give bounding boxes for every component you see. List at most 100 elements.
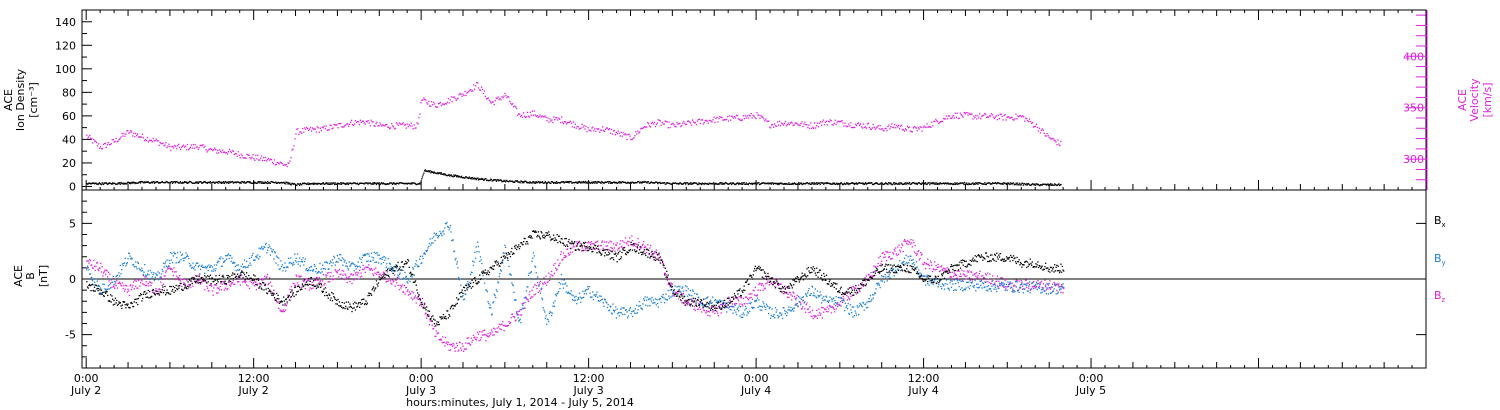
data-point [248,287,251,290]
data-point [550,120,552,122]
data-point [394,285,396,287]
data-point [186,279,188,281]
data-point [622,181,624,183]
data-point [671,295,673,297]
data-point [691,289,694,291]
density-tick-label: 60 [62,110,76,123]
data-point [498,323,500,325]
data-point [1019,182,1021,184]
data-point [123,183,126,185]
data-point [169,267,171,269]
data-point [552,181,554,183]
data-point [201,145,203,147]
data-point [539,182,541,184]
data-point [430,244,432,246]
data-point [1041,128,1043,130]
data-point [224,260,226,262]
data-point [303,260,306,263]
data-point [389,182,391,184]
data-point [1047,284,1050,286]
data-point [787,309,789,311]
data-point [383,255,385,258]
data-point [144,181,146,183]
data-point [754,116,756,119]
data-point [358,265,360,267]
data-point [447,341,449,344]
data-point [259,278,262,280]
data-point [231,150,234,152]
data-point [234,265,237,268]
data-point [391,283,393,285]
data-point [130,284,132,286]
data-point [784,292,786,294]
data-point [340,254,342,256]
data-point [1022,285,1024,287]
data-point [375,183,378,186]
data-point [682,290,685,292]
data-point [895,182,897,185]
data-point [917,182,919,184]
data-point [364,254,366,257]
data-point [836,121,838,123]
data-point [206,151,208,153]
data-point [536,115,538,117]
data-point [117,277,119,280]
data-point [471,272,473,274]
data-point [583,125,585,127]
data-point [624,182,627,184]
data-point [520,180,523,182]
data-point [169,182,172,184]
data-point [451,239,454,241]
data-point [587,286,589,288]
data-point [249,157,251,159]
data-point [814,122,816,124]
data-point [371,269,373,271]
data-point [266,252,268,254]
data-point [378,182,380,184]
data-point [562,287,565,289]
data-point [1059,184,1061,186]
data-point [467,337,470,339]
data-point [737,118,740,120]
data-point [838,296,840,299]
data-point [198,181,200,183]
data-point [789,310,791,312]
data-point [502,180,505,183]
data-point [115,285,117,287]
data-point [1028,184,1031,186]
data-point [254,259,256,261]
data-point [221,265,223,267]
data-point [975,275,977,277]
data-point [645,304,647,306]
data-point [162,278,164,280]
data-point [1047,183,1049,185]
data-point [969,183,971,185]
data-point [724,303,726,305]
data-point [443,174,445,176]
data-point [523,181,525,183]
data-point [848,183,851,185]
data-point [109,283,111,286]
data-point [301,286,303,288]
data-point [1015,182,1017,184]
data-point [380,183,382,185]
data-point [106,288,108,290]
data-point [860,287,863,289]
data-point [848,123,850,125]
data-point [695,302,697,304]
data-point [531,289,533,291]
data-point [441,103,444,105]
data-point [190,267,193,269]
data-point [786,296,789,298]
data-point [314,279,316,281]
data-point [351,282,353,285]
data-point [662,293,664,296]
data-point [472,176,474,179]
data-point [543,182,545,184]
data-point [653,182,655,184]
data-point [693,122,696,124]
data-point [995,182,997,184]
data-point [912,127,914,129]
data-point [654,182,656,184]
data-point [121,263,124,265]
